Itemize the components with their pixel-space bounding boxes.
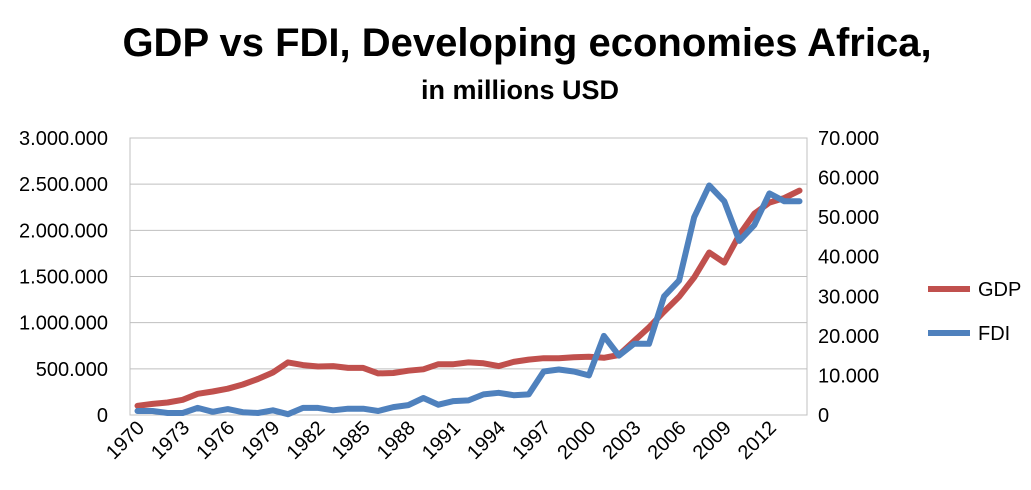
x-tick-label: 1994 [463, 417, 510, 464]
legend-label-fdi: FDI [978, 323, 1010, 345]
chart-subtitle: in millions USD [421, 75, 619, 105]
left-tick-label: 1.500.000 [19, 267, 108, 289]
x-tick-label: 1985 [328, 417, 375, 464]
x-tick-label: 1976 [192, 417, 239, 464]
x-tick-label: 1979 [237, 417, 284, 464]
x-tick-label: 1991 [418, 417, 465, 464]
x-tick-label: 1988 [373, 417, 420, 464]
left-tick-label: 2.500.000 [19, 174, 108, 196]
right-tick-label: 20.000 [818, 326, 879, 348]
x-tick-label: 2009 [689, 417, 736, 464]
x-tick-label: 1970 [102, 417, 149, 464]
gridlines [130, 183, 807, 370]
right-tick-label: 30.000 [818, 286, 879, 308]
right-tick-label: 10.000 [818, 365, 879, 387]
x-tick-label: 1997 [508, 417, 555, 464]
right-axis-ticks: 0 10.000 20.000 30.000 40.000 50.000 60.000 70.… [818, 128, 879, 427]
left-tick-label: 0 [97, 405, 108, 427]
x-tick-label: 2006 [644, 417, 691, 464]
left-tick-label: 3.000.000 [19, 128, 108, 150]
x-tick-label: 1982 [283, 417, 330, 464]
left-tick-label: 1.000.000 [19, 313, 108, 335]
right-tick-label: 50.000 [818, 207, 879, 229]
x-tick-label: 1973 [147, 417, 194, 464]
x-axis-ticks: 1970197319761979198219851988199119941997… [102, 417, 781, 464]
right-tick-label: 70.000 [818, 128, 879, 150]
x-tick-label: 2000 [553, 417, 600, 464]
legend: GDP FDI [928, 279, 1021, 345]
right-tick-label: 0 [818, 405, 829, 427]
left-tick-label: 500.000 [36, 359, 108, 381]
x-tick-label: 2003 [599, 417, 646, 464]
left-axis-ticks: 0 500.000 1.000.000 1.500.000 2.000.000 2.500… [19, 128, 108, 427]
right-tick-label: 40.000 [818, 247, 879, 269]
legend-label-gdp: GDP [978, 279, 1021, 301]
right-tick-label: 60.000 [818, 168, 879, 190]
series-line-fdi [134, 182, 803, 418]
left-tick-label: 2.000.000 [19, 220, 108, 242]
series-lines [134, 182, 803, 418]
chart-title: GDP vs FDI, Developing economies Africa, [122, 21, 931, 65]
x-tick-label: 2012 [734, 417, 781, 464]
series-line-gdp [134, 187, 803, 409]
